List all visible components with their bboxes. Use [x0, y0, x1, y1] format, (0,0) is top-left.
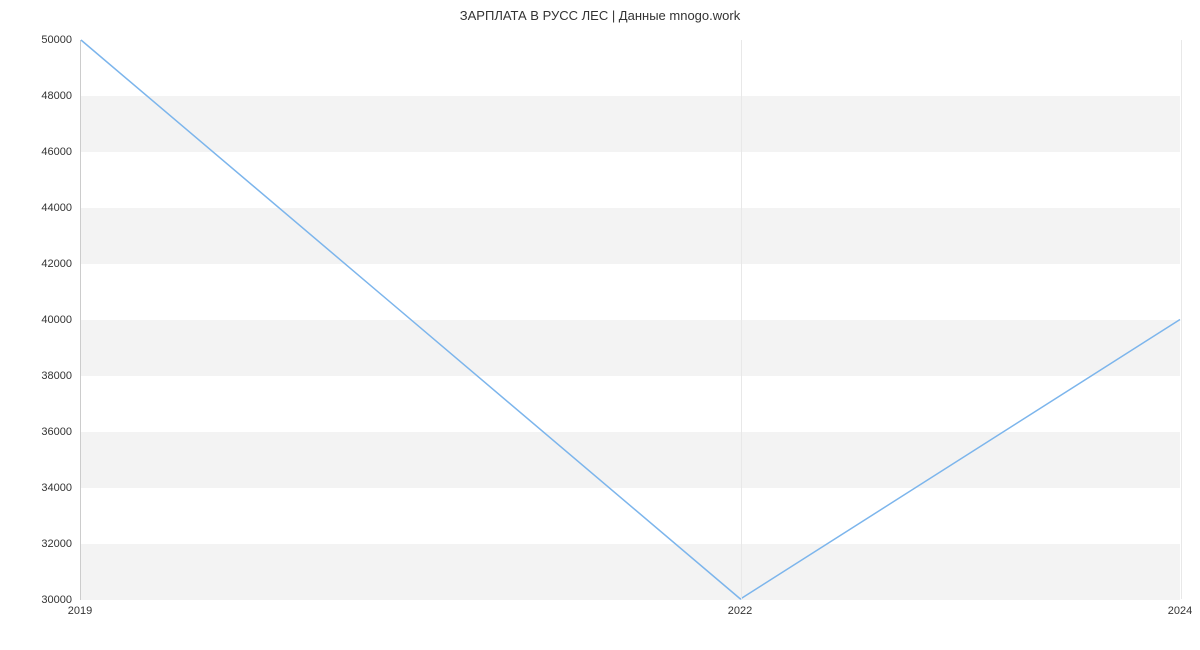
x-tick-label: 2022	[728, 605, 752, 617]
plot-area	[80, 40, 1180, 600]
y-tick-label: 48000	[12, 90, 72, 102]
y-tick-label: 32000	[12, 538, 72, 550]
y-tick-label: 44000	[12, 202, 72, 214]
y-tick-label: 42000	[12, 258, 72, 270]
y-tick-label: 50000	[12, 34, 72, 46]
x-tick-label: 2024	[1168, 605, 1192, 617]
line-series-svg	[81, 40, 1180, 599]
chart-title: ЗАРПЛАТА В РУСС ЛЕС | Данные mnogo.work	[0, 0, 1200, 31]
y-tick-label: 34000	[12, 482, 72, 494]
x-gridline	[1181, 40, 1182, 599]
y-tick-label: 46000	[12, 146, 72, 158]
y-tick-label: 36000	[12, 426, 72, 438]
y-tick-label: 38000	[12, 370, 72, 382]
series-line-salary	[81, 40, 1180, 599]
y-tick-label: 40000	[12, 314, 72, 326]
y-tick-label: 30000	[12, 594, 72, 606]
chart-container: ЗАРПЛАТА В РУСС ЛЕС | Данные mnogo.work …	[0, 0, 1200, 650]
x-tick-label: 2019	[68, 605, 92, 617]
x-gridline	[741, 40, 742, 599]
